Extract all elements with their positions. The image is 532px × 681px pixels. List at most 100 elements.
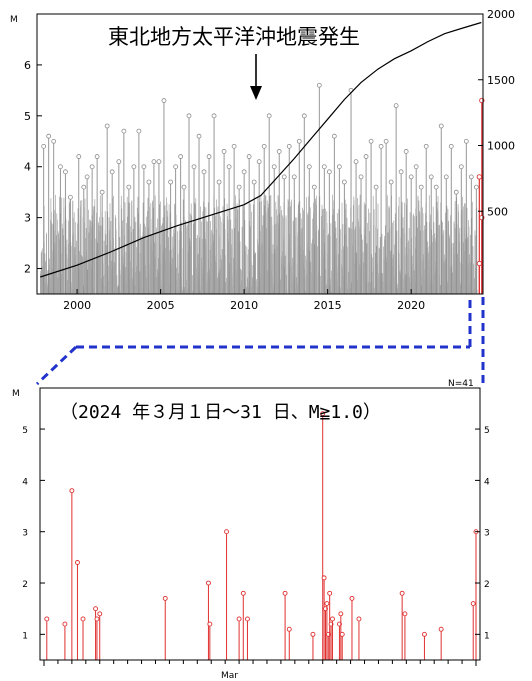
stem-head [226,164,232,170]
stem-head [99,189,105,195]
stem-head [398,169,404,175]
event-stem-head [421,631,427,637]
event-stem-head [310,631,316,637]
bottom-subtitle: （2024 年３月１日～31 日、M≧1.0） [60,402,381,423]
y-tick-label-right: 3 [484,529,490,539]
stem-head [423,143,429,149]
stem-head [41,143,47,149]
stem-head [51,138,57,144]
stem-head [161,98,167,103]
stem-head [448,143,454,149]
stem-head [94,154,100,159]
bottom-chart: 1 1 2 2 3 3 4 4 5 5 M Mar N=41 （2024 年３月１日～31 日、M… [12,379,490,681]
event-stem-head [94,616,100,622]
y2-tick-label: 1000 [487,140,515,153]
stem-head [246,154,252,159]
stem-head [84,174,90,180]
y-tick-label: 5 [22,426,28,436]
stem-head [156,159,162,165]
stem-head [231,143,237,149]
annotation-text: 東北地方太平洋沖地震発生 [108,25,360,49]
stem-head [363,154,369,159]
event-stem-head [330,616,335,622]
stem-head [306,164,312,170]
stem-head [236,184,242,190]
stem-head [341,179,347,185]
bottom-x-axis-label: Mar [221,671,238,681]
stem-head [81,184,87,190]
bottom-plot-frame [39,387,481,661]
y-tick-label: 2 [24,263,31,276]
event-stem-head [402,611,408,617]
stem-head [353,159,359,165]
stem-head [393,103,399,109]
stem-head [211,113,217,119]
stem-head [296,138,302,144]
event-stem-head [224,529,230,535]
stem-head [221,149,227,154]
stem-head [261,143,267,149]
event-count-label: N=41 [448,379,474,389]
stem-head [468,174,474,180]
stem-head [463,138,469,144]
stem-head [251,179,257,185]
top-stems [40,82,479,294]
event-stem-head [207,621,213,627]
y-tick-label: 2 [22,580,28,590]
stem-head [266,113,272,119]
bottom-y-axis-label: M [12,389,20,399]
x-tick-label: 2010 [230,299,258,312]
y2-tick-label: 2000 [487,8,515,21]
stem-head [358,174,364,180]
stem-head [168,179,174,185]
event-stem-head [205,580,211,586]
y2-tick-label: 500 [487,205,508,218]
stem-head [206,154,212,159]
event-stem-head [356,616,362,622]
stem-head [281,174,287,180]
x-tick-label: 2020 [397,299,425,312]
event-stem-head [321,575,327,581]
y-tick-label: 4 [22,477,28,487]
stem-head [181,184,187,190]
stem-head [316,82,322,88]
event-stem-head [338,611,344,617]
stem-head [109,169,115,175]
top-recent-stems [476,97,485,294]
top-chart: 2000 2005 2010 2015 2020 2 3 4 5 6 500 1000 1500 20… [10,8,515,312]
y-tick-label: 5 [24,110,31,123]
stem-head [368,138,374,144]
stem-head [216,179,222,185]
stem-head [186,113,192,119]
stem-head [141,164,147,170]
x-tick-label: 2015 [314,299,342,312]
event-stem-head [286,626,292,632]
stem-head [46,133,52,139]
y-tick-label-right: 2 [484,580,490,590]
stem-head [458,164,464,170]
cumulative-count-line [40,21,482,278]
y-tick-label: 1 [22,631,28,641]
stem-head [286,143,292,149]
bottom-y-ticks: 1 1 2 2 3 3 4 4 5 5 [22,426,490,641]
stem-head [146,179,152,185]
stem-head [373,184,379,190]
stem-head [336,164,342,170]
stem-head [321,164,327,170]
stem-head [201,169,207,175]
stem-head [178,154,184,159]
y-tick-label-right: 1 [484,631,490,641]
stem-head [438,123,444,129]
recent-stem-head [476,174,482,180]
event-stem-head [470,601,476,606]
stem-head [418,184,424,190]
event-stem-head [245,616,250,622]
event-stem-head [324,601,330,606]
stem-head [403,149,409,154]
event-stem-head [399,590,405,596]
stem-head [276,149,282,154]
stem-head [413,164,419,170]
stem-head [126,184,132,190]
stem-head [301,113,307,119]
stem-head [116,159,122,165]
